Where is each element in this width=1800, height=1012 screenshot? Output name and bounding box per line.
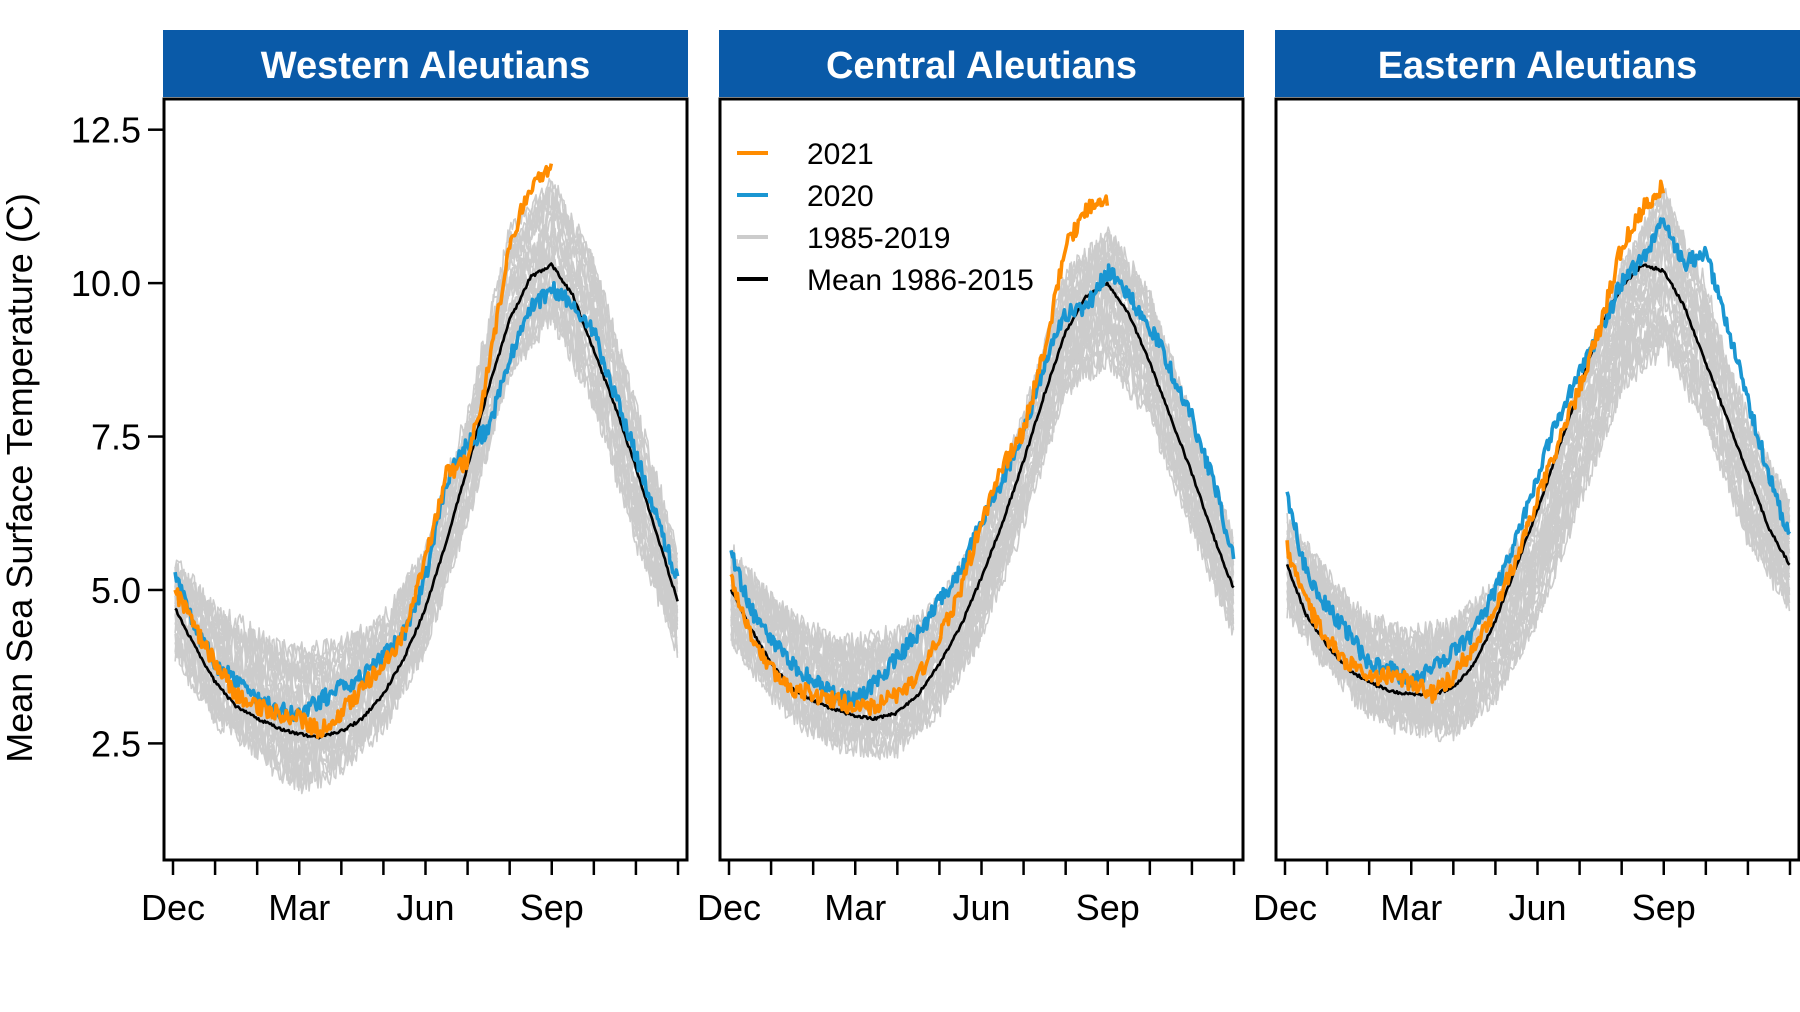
panel-strip bbox=[163, 30, 688, 97]
legend: 2021 2020 1985-2019 Mean 1986-2015 bbox=[737, 138, 1034, 297]
x-tick-label: Dec bbox=[141, 887, 205, 928]
panel-frame bbox=[718, 97, 1245, 862]
historic-line bbox=[730, 310, 1235, 734]
x-tick-label: Jun bbox=[1508, 887, 1566, 928]
series-line-2021 bbox=[729, 194, 1110, 717]
legend-label: 2021 bbox=[807, 138, 874, 171]
x-tick-label: Jun bbox=[952, 887, 1010, 928]
series-line-2020 bbox=[1285, 217, 1792, 688]
series-line-mean-1986-2015 bbox=[174, 262, 679, 740]
historic-line bbox=[730, 231, 1235, 672]
legend-label: 2020 bbox=[807, 180, 874, 213]
historic-line bbox=[1286, 217, 1791, 667]
panel-3: Eastern Aleutians Dec Mar Jun Sep bbox=[1253, 30, 1800, 928]
y-tick-label: 10.0 bbox=[71, 263, 141, 304]
series-line-mean-1986-2015 bbox=[729, 281, 1235, 721]
y-tick-label: 7.5 bbox=[91, 417, 141, 458]
panel-frame bbox=[162, 97, 689, 862]
historic-line bbox=[1286, 319, 1791, 737]
panel-title: Eastern Aleutians bbox=[1378, 45, 1698, 87]
y-axis-label: Mean Sea Surface Temperature (C) bbox=[0, 193, 40, 763]
panel-1: Western Aleutians Dec Mar Jun Sep 2.5 5.0 7.5 10… bbox=[71, 30, 689, 928]
historic-line bbox=[730, 231, 1234, 659]
x-tick-label: Mar bbox=[268, 887, 330, 928]
y-tick-label: 2.5 bbox=[91, 723, 141, 764]
x-tick-label: Dec bbox=[1253, 887, 1317, 928]
panel-strip bbox=[1275, 30, 1800, 97]
y-tick-label: 5.0 bbox=[91, 570, 141, 611]
historic-line bbox=[1286, 285, 1791, 715]
series-line-mean-1986-2015 bbox=[1285, 263, 1791, 697]
panel-2: Central Aleutians Dec Mar Jun Sep bbox=[697, 30, 1245, 928]
x-tick-label: Sep bbox=[1076, 887, 1140, 928]
x-tick-label: Jun bbox=[396, 887, 454, 928]
historic-line bbox=[174, 212, 679, 699]
x-tick-label: Mar bbox=[824, 887, 886, 928]
y-tick-label: 12.5 bbox=[71, 110, 141, 151]
x-tick-label: Sep bbox=[1632, 887, 1696, 928]
x-tick-label: Dec bbox=[697, 887, 761, 928]
panel-strip bbox=[719, 30, 1244, 97]
panel-title: Western Aleutians bbox=[261, 45, 590, 87]
x-tick-label: Mar bbox=[1380, 887, 1442, 928]
x-tick-label: Sep bbox=[520, 887, 584, 928]
series-line-2021 bbox=[1285, 179, 1666, 704]
legend-label: 1985-2019 bbox=[807, 222, 950, 255]
legend-label: Mean 1986-2015 bbox=[807, 264, 1034, 297]
series-line-2020 bbox=[173, 281, 680, 722]
panel-title: Central Aleutians bbox=[826, 45, 1137, 87]
historic-line bbox=[1286, 183, 1791, 650]
series-line-2021 bbox=[173, 163, 554, 740]
